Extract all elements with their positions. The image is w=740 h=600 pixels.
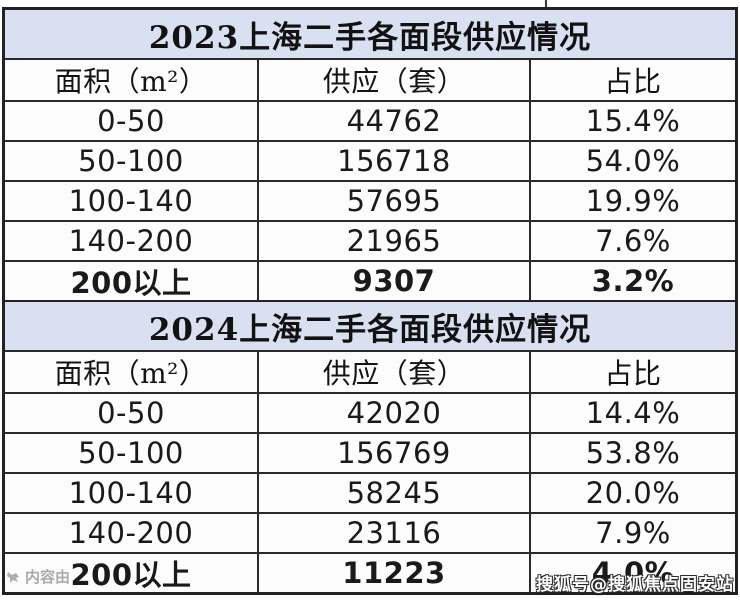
area-cell: 140-200 (5, 514, 257, 552)
table-title-2024: 2024上海二手各面段供应情况 (5, 300, 735, 350)
supply-cell: 42020 (257, 394, 529, 432)
area-cell: 0-50 (5, 394, 257, 432)
area-cell: 100-140 (5, 474, 257, 512)
table-row: 100-140 58245 20.0% (5, 472, 735, 512)
supply-cell: 23116 (257, 514, 529, 552)
table-header-row: 面积（m²） 供应（套） 占比 (5, 58, 735, 100)
column-header-supply: 供应（套） (257, 352, 529, 392)
area-cell: 200以上 (5, 262, 257, 300)
table-row: 50-100 156769 53.8% (5, 432, 735, 472)
cropped-column-line (545, 0, 547, 7)
share-cell: 4.0% (529, 554, 735, 592)
table-2024-supply: 2024上海二手各面段供应情况 面积（m²） 供应（套） 占比 0-50 420… (5, 300, 735, 592)
table-title-2023: 2023上海二手各面段供应情况 (5, 10, 735, 58)
column-header-area: 面积（m²） (5, 60, 257, 100)
supply-cell: 9307 (257, 262, 529, 300)
share-cell: 14.4% (529, 394, 735, 432)
column-header-supply: 供应（套） (257, 60, 529, 100)
table-header-row: 面积（m²） 供应（套） 占比 (5, 350, 735, 392)
table-row: 100-140 57695 19.9% (5, 180, 735, 220)
table-row: 50-100 156718 54.0% (5, 140, 735, 180)
table-row: 0-50 42020 14.4% (5, 392, 735, 432)
column-header-share: 占比 (529, 352, 735, 392)
area-cell: 50-100 (5, 434, 257, 472)
column-header-area: 面积（m²） (5, 352, 257, 392)
table-2023-supply: 2023上海二手各面段供应情况 面积（m²） 供应（套） 占比 0-50 447… (5, 10, 735, 300)
supply-cell: 58245 (257, 474, 529, 512)
area-cell: 50-100 (5, 142, 257, 180)
share-cell: 19.9% (529, 182, 735, 220)
supply-cell: 156769 (257, 434, 529, 472)
supply-cell: 11223 (257, 554, 529, 592)
share-cell: 7.9% (529, 514, 735, 552)
column-header-share: 占比 (529, 60, 735, 100)
area-cell: 200以上 (5, 554, 257, 592)
supply-cell: 21965 (257, 222, 529, 260)
top-strip (0, 0, 740, 7)
table-row-total-segment: 200以上 11223 4.0% (5, 552, 735, 592)
share-cell: 53.8% (529, 434, 735, 472)
share-cell: 7.6% (529, 222, 735, 260)
supply-tables: 2023上海二手各面段供应情况 面积（m²） 供应（套） 占比 0-50 447… (2, 7, 738, 595)
area-cell: 140-200 (5, 222, 257, 260)
supply-cell: 44762 (257, 102, 529, 140)
supply-cell: 156718 (257, 142, 529, 180)
table-row-total-segment: 200以上 9307 3.2% (5, 260, 735, 300)
table-row: 140-200 23116 7.9% (5, 512, 735, 552)
table-row: 140-200 21965 7.6% (5, 220, 735, 260)
share-cell: 3.2% (529, 262, 735, 300)
share-cell: 54.0% (529, 142, 735, 180)
table-row: 0-50 44762 15.4% (5, 100, 735, 140)
area-cell: 100-140 (5, 182, 257, 220)
share-cell: 20.0% (529, 474, 735, 512)
share-cell: 15.4% (529, 102, 735, 140)
area-cell: 0-50 (5, 102, 257, 140)
supply-cell: 57695 (257, 182, 529, 220)
